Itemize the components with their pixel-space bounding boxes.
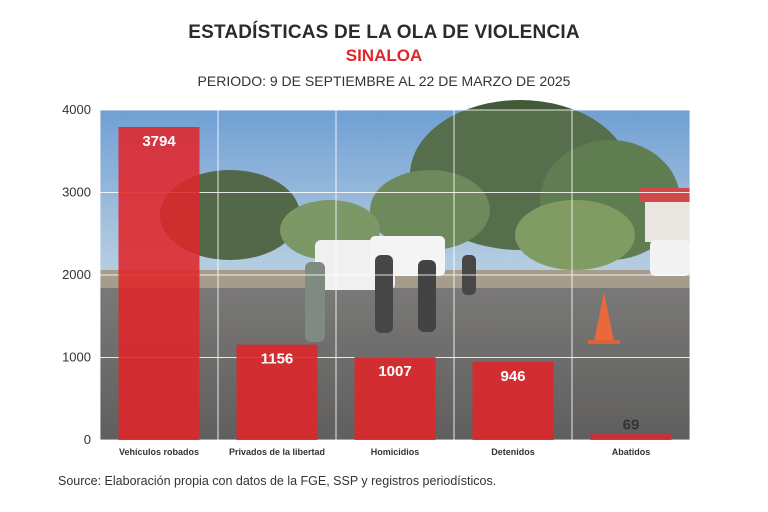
category-label: Homicidios bbox=[371, 447, 420, 457]
source-note: Source: Elaboración propia con datos de … bbox=[58, 474, 497, 488]
chart-title: ESTADÍSTICAS DE LA OLA DE VIOLENCIA bbox=[188, 22, 580, 43]
value-label: 946 bbox=[500, 368, 525, 385]
y-tick-label: 0 bbox=[84, 432, 91, 447]
value-label: 3794 bbox=[142, 133, 176, 150]
value-label: 69 bbox=[623, 416, 640, 433]
y-tick-label: 2000 bbox=[62, 267, 91, 282]
bar-1 bbox=[236, 344, 318, 440]
value-label: 1156 bbox=[261, 351, 294, 368]
bars: 3794 1156 1007 946 69 bbox=[118, 126, 672, 441]
category-label: Vehículos robados bbox=[119, 447, 199, 457]
category-label: Abatidos bbox=[612, 447, 651, 457]
category-label: Detenidos bbox=[491, 447, 535, 457]
bar-0 bbox=[118, 126, 200, 441]
bar-3 bbox=[472, 361, 554, 440]
bar-4 bbox=[590, 434, 672, 440]
category-label: Privados de la libertad bbox=[229, 447, 325, 457]
chart-subtitle: SINALOA bbox=[345, 46, 423, 65]
x-axis: Vehículos robados Privados de la libertad… bbox=[119, 447, 650, 457]
chart-period: PERIODO: 9 DE SEPTIEMBRE AL 22 DE MARZO … bbox=[197, 73, 571, 89]
y-tick-label: 3000 bbox=[62, 185, 91, 200]
bar-2 bbox=[354, 356, 436, 440]
y-tick-label: 1000 bbox=[62, 350, 91, 365]
value-label: 1007 bbox=[378, 363, 411, 380]
y-axis: 0 1000 2000 3000 4000 bbox=[62, 102, 91, 447]
y-tick-label: 4000 bbox=[62, 102, 91, 117]
